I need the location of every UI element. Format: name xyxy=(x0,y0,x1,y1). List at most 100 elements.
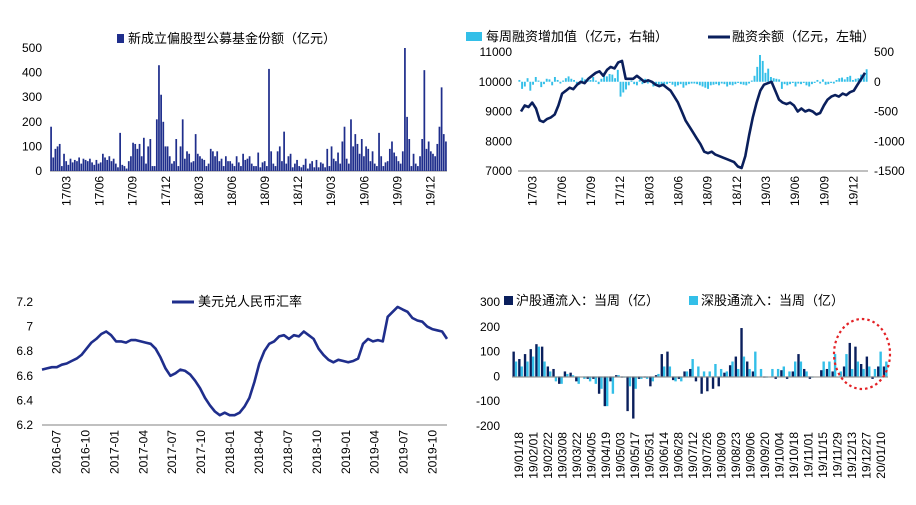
northbound-x-tick-label: 19/12/13 xyxy=(845,432,859,479)
margin-y-tick-label: 11000 xyxy=(480,45,513,59)
margin-weekly-bar xyxy=(821,79,824,82)
northbound-sz-bar xyxy=(822,361,825,377)
fund-bar xyxy=(395,156,398,171)
fund-bar xyxy=(117,167,119,171)
fund-bar xyxy=(272,163,275,171)
fund-y-tick-label: 0 xyxy=(35,164,42,178)
margin-weekly-bar xyxy=(701,81,704,87)
northbound-sh-bar xyxy=(831,371,834,377)
margin-weekly-bar xyxy=(690,81,693,84)
margin-chart: 每周融资增加值（亿元，右轴） 融资余额（亿元，左轴） 7000 8000 9000 1… xyxy=(466,29,905,206)
fund-bar xyxy=(224,156,227,171)
northbound-sz-bar xyxy=(571,375,575,377)
northbound-sh-bar xyxy=(825,368,829,377)
northbound-legend: 沪股通流入：当周（亿） 深股通流入：当周（亿） xyxy=(504,293,844,309)
margin-weekly-bar xyxy=(764,72,767,82)
fund-bar xyxy=(136,148,139,171)
margin-weekly-bar xyxy=(616,69,619,82)
fund-bar xyxy=(209,148,212,171)
fund-bar xyxy=(149,139,152,171)
fund-bar xyxy=(363,156,365,171)
margin-weekly-bar xyxy=(570,78,573,82)
fund-bar xyxy=(317,167,320,171)
northbound-sz-bar xyxy=(628,376,632,387)
margin-weekly-bar xyxy=(756,66,759,82)
margin-y2-tick-label: -1500 xyxy=(874,164,905,178)
northbound-sh-bar xyxy=(803,368,806,377)
northbound-x-tick-label: 19/01/18 xyxy=(512,432,526,479)
fund-bar xyxy=(388,148,391,171)
margin-x-tick-label: 17/06 xyxy=(555,176,569,206)
margin-weekly-bar xyxy=(772,78,775,82)
margin-weekly-bar xyxy=(655,81,658,85)
northbound-sz-bar xyxy=(759,368,763,377)
fund-bar xyxy=(257,152,260,171)
fund-bar xyxy=(171,163,173,171)
margin-weekly-bar xyxy=(551,81,554,86)
fund-y-axis: 0 100 200 300 400 500 xyxy=(22,41,42,178)
northbound-sh-bar xyxy=(586,376,589,379)
margin-weekly-bar xyxy=(778,79,781,82)
northbound-sz-bar xyxy=(776,368,780,377)
northbound-sh-bar xyxy=(723,372,726,377)
fund-legend-swatch xyxy=(117,34,124,43)
northbound-sh-bar xyxy=(603,376,606,407)
northbound-sh-bar xyxy=(780,370,783,377)
northbound-sh-bar xyxy=(609,376,612,382)
northbound-sz-bar xyxy=(805,371,808,377)
margin-weekly-bar xyxy=(646,81,649,84)
margin-weekly-bar xyxy=(575,81,578,84)
northbound-sh-bar xyxy=(671,376,675,381)
northbound-legend-sh-swatch xyxy=(504,296,513,305)
fund-bar xyxy=(319,162,322,171)
fund-bar xyxy=(291,167,294,171)
fund-bar xyxy=(285,163,288,171)
fund-bars xyxy=(50,48,447,171)
fund-bar xyxy=(181,119,184,171)
fund-bar xyxy=(240,166,242,171)
northbound-sh-bar xyxy=(563,371,567,377)
northbound-x-tick-label: 19/12/27 xyxy=(859,432,873,479)
fund-y-tick-label: 200 xyxy=(22,115,42,129)
fund-x-axis: 17/03 17/06 17/09 17/12 18/03 18/06 18/09 18/12… xyxy=(60,176,438,206)
fund-bar xyxy=(341,141,344,171)
margin-y-tick-label: 7000 xyxy=(485,164,512,178)
fund-bar xyxy=(84,159,87,171)
margin-weekly-bar xyxy=(794,81,797,87)
fund-bar xyxy=(158,65,160,171)
northbound-sz-bar xyxy=(583,376,586,379)
fund-bar xyxy=(205,166,208,171)
fund-bar xyxy=(127,161,130,171)
northbound-sh-bar xyxy=(597,376,601,394)
northbound-y-tick-label: 0 xyxy=(493,369,500,383)
fund-y-tick-label: 500 xyxy=(22,41,42,55)
margin-legend-bar-swatch xyxy=(466,32,482,41)
fund-bar xyxy=(393,152,396,171)
fund-bar xyxy=(89,158,91,171)
fund-bar xyxy=(339,163,342,171)
northbound-sz-bar xyxy=(862,368,865,377)
northbound-x-tick-label: 19/07/12 xyxy=(686,432,700,479)
margin-weekly-bar xyxy=(553,76,556,82)
fx-y-tick-label: 6.8 xyxy=(16,344,33,358)
fund-bar xyxy=(65,161,68,171)
margin-weekly-bar xyxy=(594,80,597,82)
northbound-sz-bar xyxy=(828,361,831,377)
fund-bar xyxy=(123,166,126,171)
fund-bar xyxy=(130,156,132,171)
fund-bar xyxy=(58,143,61,171)
northbound-sz-bar xyxy=(731,361,734,377)
margin-weekly-bar xyxy=(677,81,679,86)
margin-weekly-bar xyxy=(857,78,860,82)
fund-bar xyxy=(179,146,182,171)
margin-weekly-bar xyxy=(608,74,611,82)
fund-x-tick-label: 18/06 xyxy=(225,176,239,206)
fund-bar xyxy=(104,157,106,171)
fund-bar xyxy=(410,166,413,171)
northbound-sz-bar xyxy=(526,361,529,377)
fund-bar xyxy=(306,168,309,171)
margin-weekly-bar xyxy=(753,75,756,82)
fund-bar xyxy=(281,161,283,171)
northbound-sh-bar xyxy=(734,356,738,377)
fund-x-tick-label: 19/06 xyxy=(357,176,371,206)
